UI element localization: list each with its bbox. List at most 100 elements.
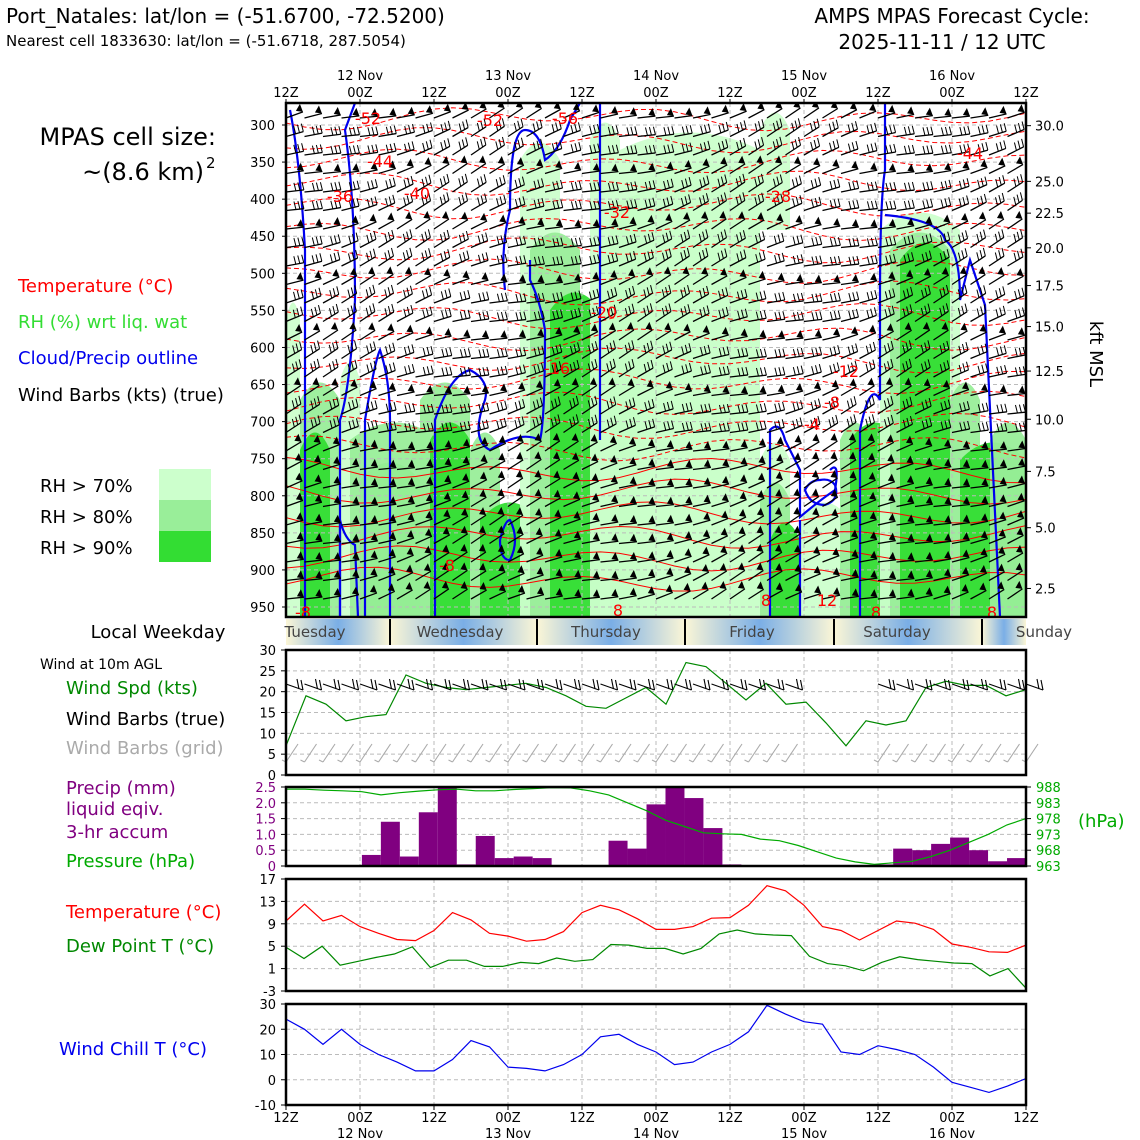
wind-barb-true xyxy=(766,683,785,691)
wind-barb-feather xyxy=(335,358,339,368)
wind-barb-staff xyxy=(859,188,878,193)
wind-barb-pennant xyxy=(758,270,766,279)
cloud-outline-segment xyxy=(363,347,392,617)
wind-barb-staff xyxy=(933,575,952,582)
temp-contour xyxy=(286,435,1026,462)
wind-barb-grid-feather xyxy=(892,759,897,763)
wind-barb-staff xyxy=(600,225,619,230)
wind-barb-feather xyxy=(461,139,465,148)
wind-barb-feather xyxy=(613,415,617,424)
wind-barb-pennant xyxy=(777,272,785,281)
temp-panel-label: Temperature (°C) xyxy=(65,902,221,923)
wind-barb-staff xyxy=(396,200,413,212)
wind-barb-feather xyxy=(1021,138,1025,147)
wind-barb-pennant xyxy=(684,531,692,540)
wind-barb-feather xyxy=(774,293,778,302)
wind-barb-staff xyxy=(304,189,323,193)
wind-barb-feather xyxy=(347,344,351,354)
wind-barb-feather xyxy=(448,308,452,317)
wind-barb-feather xyxy=(847,346,851,355)
wind-barb-true-feather xyxy=(892,679,896,691)
wind-barb-feather xyxy=(646,287,650,296)
wind-barb-feather xyxy=(922,182,926,191)
wind-barb-pennant xyxy=(794,434,802,443)
wind-barb-grid xyxy=(692,743,706,763)
wind-barb-staff xyxy=(655,447,674,452)
wind-barb-feather xyxy=(907,200,911,209)
wind-barb-pennant xyxy=(850,529,858,538)
wind-barb-feather xyxy=(552,238,556,247)
wind-barb-pennant xyxy=(424,157,432,166)
wind-barb-pennant xyxy=(962,566,970,575)
wind-barb-staff xyxy=(674,467,693,471)
wind-barb-grid-feather xyxy=(614,759,620,763)
wind-barb-staff xyxy=(341,115,360,119)
wind-barb-staff xyxy=(859,558,878,563)
wind-barb-pennant xyxy=(867,377,875,386)
wind-barb-feather xyxy=(552,181,556,190)
wind-barb-feather xyxy=(700,347,703,356)
wind-barb-feather xyxy=(429,286,433,296)
wind-barb-staff xyxy=(507,441,524,452)
wind-barb-staff xyxy=(803,336,822,341)
wind-barb-feather xyxy=(1034,349,1036,357)
wind-barb-feather xyxy=(447,249,451,258)
wind-barb-feather xyxy=(774,349,778,358)
wind-barb-staff xyxy=(396,519,415,526)
wind-barb-staff xyxy=(914,206,933,212)
wind-barb-staff xyxy=(563,596,582,600)
wind-barb-pennant xyxy=(757,472,765,481)
wind-barb-feather xyxy=(885,145,889,154)
wind-barb-feather xyxy=(661,307,665,317)
wind-barb-feather xyxy=(725,306,729,316)
wind-barb-staff xyxy=(544,187,563,193)
wind-barb-staff xyxy=(748,336,767,341)
wind-barb-staff xyxy=(470,181,487,193)
wind-barb-staff xyxy=(970,237,986,249)
wind-barb-staff xyxy=(877,170,896,175)
wind-barb-staff xyxy=(748,374,767,378)
wind-barb-pennant xyxy=(628,436,636,445)
wind-barb-staff xyxy=(988,313,1006,323)
wind-barb-staff xyxy=(822,458,838,471)
wind-barb-staff xyxy=(914,444,933,452)
wind-barb-pennant xyxy=(943,585,951,594)
wind-barb-pennant xyxy=(333,163,341,172)
wind-barb-feather xyxy=(781,252,785,261)
wind-barb-pennant xyxy=(574,569,582,578)
wind-barb-staff xyxy=(896,259,914,267)
precip-bar xyxy=(703,828,723,866)
wind-barb-pennant xyxy=(517,584,525,593)
wind-barb-feather xyxy=(814,198,818,207)
wind-barb-feather xyxy=(890,340,894,350)
wind-barb-feather xyxy=(1001,247,1005,257)
wind-barb-feather xyxy=(607,201,611,210)
wind-barb-true-feather xyxy=(744,679,748,691)
wind-barb-staff xyxy=(803,354,822,360)
wind-barb-feather xyxy=(884,309,888,318)
precip-bar xyxy=(1007,858,1026,866)
wind-barb-feather xyxy=(500,254,504,263)
wind-barb-feather xyxy=(903,254,907,263)
wind-barb-staff xyxy=(1007,392,1026,397)
wind-barb-staff xyxy=(822,477,838,489)
wind-barb-feather xyxy=(334,200,338,209)
wind-barb-feather xyxy=(813,139,817,149)
wind-barb-pennant xyxy=(832,547,840,556)
wind-barb-feather xyxy=(500,419,504,428)
wind-barb-feather xyxy=(631,303,635,312)
wind-barb-staff xyxy=(674,390,693,397)
wind-barb-staff xyxy=(304,578,323,582)
wind-barb-feather xyxy=(347,289,351,298)
wind-barb-feather xyxy=(856,255,860,265)
wind-barb-feather xyxy=(606,344,610,354)
wind-barb-pennant xyxy=(370,514,378,523)
wind-barb-feather xyxy=(459,253,463,263)
wind-barb-feather xyxy=(759,310,763,320)
wind-barb-feather xyxy=(480,176,484,185)
cell-size-line1: MPAS cell size: xyxy=(40,123,216,151)
wind-barb-staff xyxy=(304,596,323,600)
wind-barb-pennant xyxy=(1015,210,1023,219)
wind-barb-feather xyxy=(644,145,648,154)
wind-barb-feather xyxy=(922,200,926,209)
